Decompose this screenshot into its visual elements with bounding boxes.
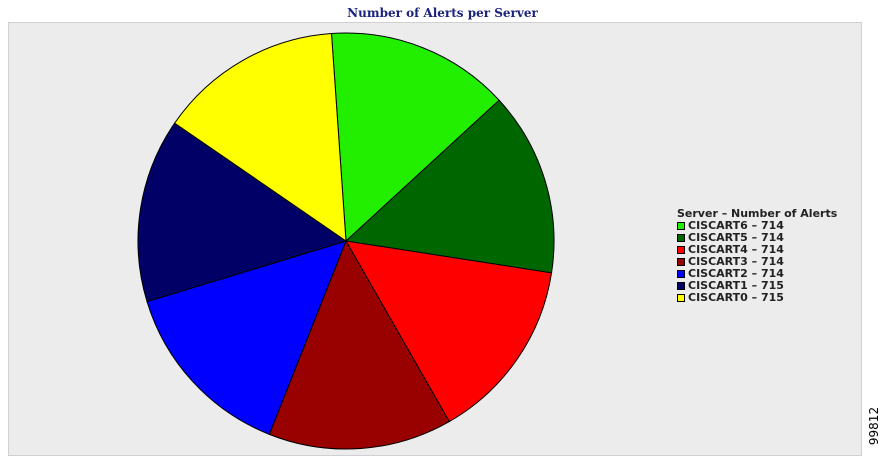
legend-swatch <box>677 246 685 254</box>
legend-label: CISCART4 – 714 <box>688 243 784 256</box>
legend-item: CISCART5 – 714 <box>677 232 837 244</box>
chart-title: Number of Alerts per Server <box>347 6 538 20</box>
legend: Server – Number of Alerts CISCART6 – 714… <box>677 207 837 304</box>
legend-item: CISCART6 – 714 <box>677 220 837 232</box>
pie-chart <box>137 32 555 450</box>
legend-label: CISCART3 – 714 <box>688 255 784 268</box>
legend-label: CISCART1 – 715 <box>688 279 784 292</box>
legend-item: CISCART1 – 715 <box>677 280 837 292</box>
legend-item: CISCART2 – 714 <box>677 268 837 280</box>
legend-label: CISCART0 – 715 <box>688 291 784 304</box>
pie-slice-2 <box>344 99 555 274</box>
pie-slice-5 <box>146 240 347 435</box>
legend-item: CISCART3 – 714 <box>677 256 837 268</box>
legend-title: Server – Number of Alerts <box>677 207 838 220</box>
legend-swatch <box>677 270 685 278</box>
legend-item: CISCART0 – 715 <box>677 292 837 304</box>
legend-label: CISCART6 – 714 <box>688 219 784 232</box>
plot-area: Server – Number of Alerts CISCART6 – 714… <box>8 22 862 456</box>
legend-swatch <box>677 282 685 290</box>
legend-item: CISCART4 – 714 <box>677 244 837 256</box>
legend-swatch <box>677 234 685 242</box>
figure-id: 99812 <box>864 400 884 452</box>
figure-id-text: 99812 <box>867 406 881 446</box>
pie-slice-1 <box>330 32 500 243</box>
legend-swatch <box>677 294 685 302</box>
legend-label: CISCART5 – 714 <box>688 231 784 244</box>
pie-slice-7 <box>173 32 347 242</box>
legend-swatch <box>677 222 685 230</box>
legend-items: CISCART6 – 714 CISCART5 – 714 CISCART4 – 7… <box>677 220 837 304</box>
pie-slice-3 <box>345 240 553 423</box>
legend-label: CISCART2 – 714 <box>688 267 784 280</box>
legend-swatch <box>677 258 685 266</box>
pie-slice-4 <box>268 239 450 450</box>
pie-slice-6 <box>137 122 348 303</box>
